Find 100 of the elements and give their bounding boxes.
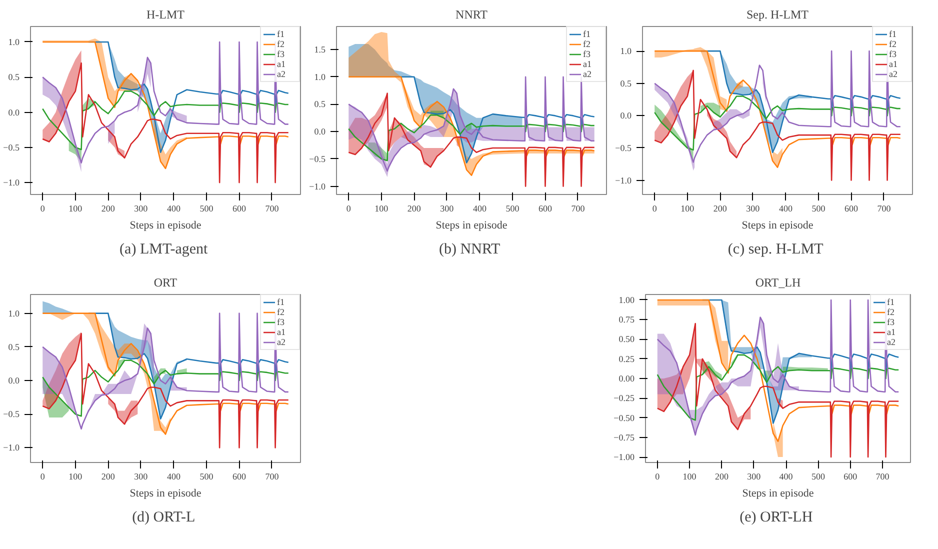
y-tick-label: −0.75 [614, 432, 635, 442]
x-tick-label: 0 [655, 472, 660, 482]
legend-label: f2 [887, 307, 896, 317]
legend-label: f3 [583, 49, 592, 59]
x-tick-label: 700 [877, 204, 892, 214]
legend-label: f1 [583, 29, 592, 39]
y-tick-label: 0.5 [8, 342, 20, 352]
x-tick-label: 0 [40, 472, 46, 482]
y-tick-label: 0.25 [618, 354, 635, 364]
x-tick-label: 100 [680, 204, 695, 214]
chart-title: Sep. H-LMT [746, 8, 810, 22]
legend-label: f1 [277, 29, 286, 39]
x-tick-label: 300 [134, 204, 148, 214]
chart-title: ORT_LH [755, 276, 801, 290]
legend-label: f3 [889, 49, 898, 59]
legend-label: a1 [887, 327, 896, 337]
y-tick-label: 1.0 [314, 72, 326, 82]
x-tick-label: 200 [101, 204, 116, 214]
y-tick-label: −0.5 [3, 409, 20, 420]
x-tick-label: 400 [166, 472, 181, 482]
legend-label: f3 [277, 317, 286, 327]
y-tick-label: −0.5 [3, 142, 20, 152]
line-series [654, 96, 902, 151]
x-tick-label: 300 [746, 204, 760, 214]
x-tick-label: 100 [68, 204, 83, 214]
y-tick-label: −0.50 [614, 412, 635, 423]
x-axis-title: Steps in episode [742, 220, 814, 232]
line-series [42, 90, 290, 150]
line-series [656, 354, 900, 421]
y-tick-label: 0.0 [8, 376, 20, 386]
x-tick-label: 500 [506, 204, 520, 214]
chart-title: NNRT [456, 8, 488, 22]
x-tick-label: 0 [346, 204, 352, 214]
x-tick-label: 500 [200, 472, 214, 482]
x-tick-label: 300 [134, 472, 148, 482]
y-tick-label: −0.5 [309, 154, 326, 164]
legend-label: f2 [583, 39, 592, 49]
line-series [42, 360, 290, 417]
legend-label: f2 [277, 39, 286, 49]
legend-label: a2 [277, 337, 286, 347]
y-tick-label: 1.0 [8, 36, 20, 47]
legend-label: f1 [887, 297, 896, 307]
x-tick-label: 600 [232, 472, 246, 482]
x-axis-title: Steps in episode [130, 220, 202, 232]
x-tick-label: 400 [472, 204, 487, 214]
y-tick-label: 0.5 [314, 99, 326, 110]
legend-label: a1 [277, 59, 286, 69]
y-tick-label: −1.0 [3, 442, 20, 453]
x-tick-label: 400 [166, 204, 181, 214]
x-tick-label: 100 [682, 472, 697, 482]
y-tick-label: −1.0 [615, 175, 632, 186]
legend-label: f1 [889, 29, 898, 39]
legend-label: a1 [889, 59, 898, 69]
x-tick-label: 600 [844, 472, 858, 482]
legend-label: f1 [277, 297, 286, 307]
x-axis-title: Steps in episode [436, 220, 508, 232]
y-tick-label: 1.5 [314, 44, 326, 54]
y-tick-label: 0.0 [8, 107, 20, 118]
y-tick-label: −1.0 [3, 178, 20, 188]
y-tick-label: 0.0 [620, 110, 632, 121]
x-tick-label: 700 [265, 204, 280, 214]
line-series [42, 62, 290, 184]
text: (c) sep. H-LMT [728, 242, 824, 258]
chart-title: ORT [154, 276, 178, 290]
y-tick-label: −1.00 [614, 452, 635, 462]
chart-title: H-LMT [146, 8, 186, 22]
y-tick-label: 0.0 [314, 126, 326, 137]
y-tick-label: −0.25 [614, 393, 635, 404]
y-tick-label: 1.0 [8, 308, 20, 318]
x-tick-label: 300 [747, 472, 762, 482]
x-tick-label: 0 [652, 204, 658, 214]
x-tick-label: 300 [440, 204, 454, 214]
x-tick-label: 100 [68, 472, 83, 482]
text: (a) LMT-agent [120, 242, 209, 258]
y-tick-label: 0.75 [618, 314, 635, 325]
x-tick-label: 200 [714, 472, 729, 482]
y-tick-label: 0.5 [620, 78, 632, 88]
legend-label: a2 [889, 69, 898, 79]
legend-label: f3 [277, 49, 286, 59]
legend-label: a2 [277, 69, 286, 79]
x-tick-label: 700 [876, 472, 890, 482]
y-tick-label: 1.00 [618, 294, 635, 305]
x-tick-label: 500 [811, 472, 826, 482]
legend-label: f2 [889, 39, 898, 49]
y-tick-label: 1.0 [620, 46, 632, 56]
x-tick-label: 500 [812, 204, 826, 214]
legend-label: a1 [583, 59, 592, 69]
text: (b) NNRT [439, 242, 500, 258]
legend-label: a2 [583, 69, 592, 79]
x-tick-label: 700 [571, 204, 586, 214]
x-tick-label: 400 [779, 472, 794, 482]
y-tick-label: 0.5 [8, 72, 20, 82]
x-tick-label: 0 [40, 204, 46, 214]
x-tick-label: 500 [200, 204, 214, 214]
y-tick-label: 0.00 [618, 374, 635, 384]
y-tick-label: −0.5 [615, 142, 632, 153]
text: (e) ORT-LH [740, 510, 813, 526]
legend-label: a1 [277, 327, 286, 337]
x-tick-label: 200 [713, 204, 728, 214]
x-tick-label: 400 [778, 204, 793, 214]
